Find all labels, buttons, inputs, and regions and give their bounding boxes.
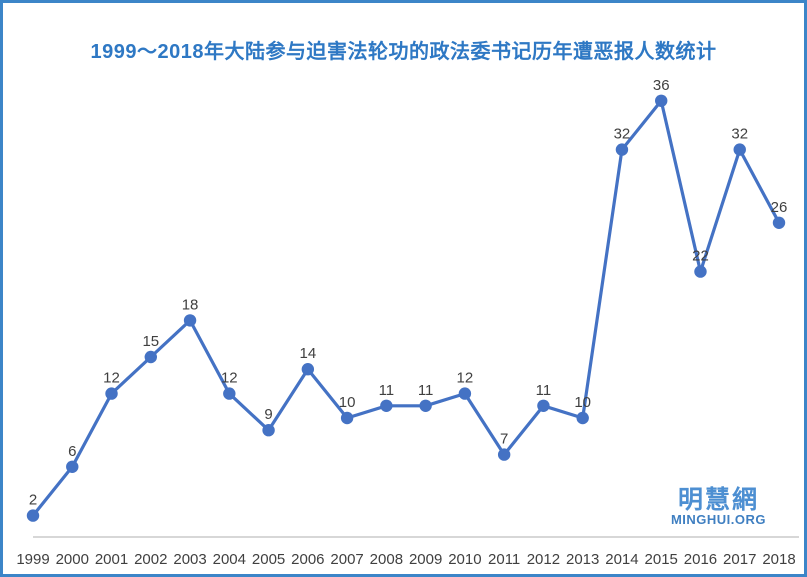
x-tick-label: 2005 — [252, 551, 285, 568]
data-point-marker — [419, 399, 432, 412]
data-label: 22 — [692, 248, 709, 265]
data-point-marker — [694, 265, 707, 278]
data-point-marker — [576, 411, 589, 425]
data-point-marker — [144, 350, 157, 364]
x-tick-label: 2008 — [370, 551, 403, 568]
data-label: 10 — [339, 394, 356, 411]
data-label: 32 — [614, 126, 631, 143]
data-point-marker — [105, 387, 118, 400]
data-label: 12 — [221, 370, 238, 387]
data-point-marker — [26, 509, 40, 522]
data-label: 12 — [457, 370, 474, 387]
data-label: 18 — [182, 296, 199, 313]
x-tick-label: 2017 — [723, 551, 756, 568]
data-label: 36 — [653, 77, 670, 94]
data-point-marker — [301, 363, 315, 376]
x-tick-label: 2012 — [527, 551, 560, 568]
x-tick-label: 2018 — [762, 551, 795, 568]
data-label: 10 — [574, 394, 591, 411]
x-tick-label: 2002 — [134, 551, 167, 568]
data-label: 12 — [103, 370, 120, 387]
x-tick-label: 2014 — [605, 551, 638, 568]
data-label: 11 — [418, 382, 434, 399]
data-point-marker — [537, 399, 550, 412]
data-point-marker — [772, 216, 786, 229]
data-label: 32 — [731, 126, 748, 143]
data-point-marker — [223, 387, 236, 400]
data-point-marker — [458, 387, 472, 400]
data-point-marker — [655, 94, 668, 108]
x-tick-label: 2003 — [173, 551, 206, 568]
x-tick-label: 2016 — [684, 551, 717, 568]
x-tick-label: 2009 — [409, 551, 442, 568]
x-tick-label: 2010 — [448, 551, 481, 568]
line-chart-plot: 2 1999 6 2000 12 2001 15 2002 18 2003 12 2004 9 2005 1… — [16, 77, 799, 568]
data-point-marker — [183, 314, 197, 327]
data-label: 11 — [379, 382, 395, 399]
data-point-marker — [262, 424, 275, 437]
x-tick-label: 2000 — [56, 551, 89, 568]
x-tick-label: 2006 — [291, 551, 324, 568]
data-point-marker — [733, 143, 746, 156]
data-label: 9 — [264, 406, 272, 423]
data-label: 2 — [29, 492, 37, 509]
data-label: 26 — [771, 199, 788, 216]
data-label: 14 — [299, 345, 316, 362]
x-tick-label: 2013 — [566, 551, 599, 568]
x-tick-label: 2001 — [95, 551, 128, 568]
x-tick-label: 2015 — [645, 551, 678, 568]
data-label: 6 — [68, 443, 76, 460]
data-point-marker — [615, 143, 629, 156]
data-point-marker — [66, 460, 79, 473]
data-point-marker — [340, 411, 354, 425]
x-tick-label: 2011 — [488, 551, 520, 568]
x-tick-label: 1999 — [16, 551, 49, 568]
series-line — [31, 99, 781, 518]
x-tick-label: 2004 — [213, 551, 246, 568]
data-label: 7 — [500, 431, 508, 448]
data-point-marker — [380, 399, 393, 412]
data-label: 11 — [536, 382, 552, 399]
data-label: 15 — [142, 333, 159, 350]
chart-title: 1999～2018年大陆参与迫害法轮功的政法委书记历年遭恶报人数统计 — [90, 41, 717, 63]
data-point-marker — [497, 448, 511, 461]
x-tick-label: 2007 — [330, 551, 363, 568]
